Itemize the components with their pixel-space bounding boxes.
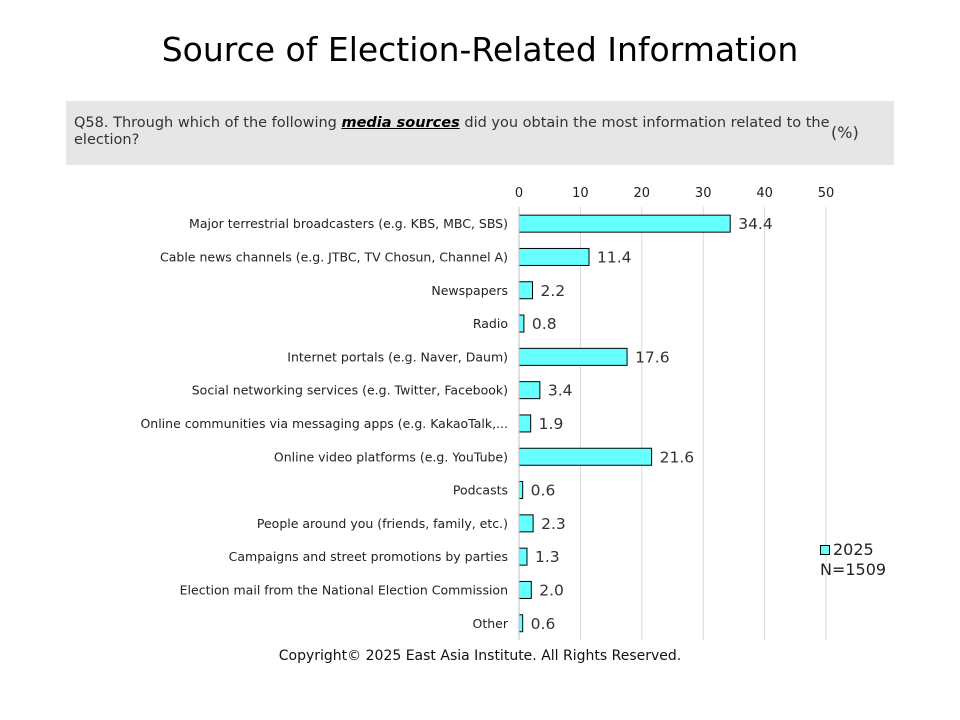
value-label: 17.6 xyxy=(635,348,670,366)
question-prefix: Q58. Through which of the following xyxy=(74,115,342,131)
x-tick-label: 20 xyxy=(634,186,651,201)
bar xyxy=(518,514,534,533)
bar xyxy=(518,347,628,366)
x-tick-label: 40 xyxy=(756,186,773,201)
bar xyxy=(518,414,532,433)
bar xyxy=(518,247,590,266)
value-label: 0.8 xyxy=(532,315,557,333)
value-label: 1.3 xyxy=(535,548,560,566)
value-label: 34.4 xyxy=(738,215,773,233)
question-emphasis: media sources xyxy=(341,115,460,131)
bar xyxy=(518,580,532,599)
value-label: 3.4 xyxy=(548,382,573,400)
question-text: Q58. Through which of the following medi… xyxy=(74,115,832,149)
legend-item: 2025 xyxy=(820,540,886,560)
value-label: 2.2 xyxy=(541,282,566,300)
value-label: 2.3 xyxy=(541,515,566,533)
value-label: 0.6 xyxy=(531,482,556,500)
x-tick-label: 50 xyxy=(818,186,835,201)
value-label: 21.6 xyxy=(660,448,695,466)
category-label: Newspapers xyxy=(431,283,508,298)
bar xyxy=(518,547,528,566)
bar xyxy=(518,481,524,500)
question-box: Q58. Through which of the following medi… xyxy=(66,101,894,165)
legend-series-label: 2025 xyxy=(833,540,874,559)
question-suffix: did you obtain the most information rela… xyxy=(74,115,830,148)
x-tick-label: 10 xyxy=(572,186,589,201)
bar xyxy=(518,281,534,300)
value-label: 2.0 xyxy=(539,581,564,599)
x-tick-label: 30 xyxy=(695,186,712,201)
category-label: People around you (friends, family, etc.… xyxy=(257,516,508,531)
category-label: Radio xyxy=(473,316,508,331)
value-label: 0.6 xyxy=(531,615,556,633)
unit-label: (%) xyxy=(831,123,859,142)
legend-sample-size: N=1509 xyxy=(820,560,887,579)
value-label: 1.9 xyxy=(539,415,564,433)
x-tick-label: 0 xyxy=(515,186,523,201)
category-label: Major terrestrial broadcasters (e.g. KBS… xyxy=(189,216,508,231)
category-label: Social networking services (e.g. Twitter… xyxy=(192,383,508,398)
value-label: 11.4 xyxy=(597,248,632,266)
bar xyxy=(518,614,524,633)
category-label: Cable news channels (e.g. JTBC, TV Chosu… xyxy=(160,249,508,264)
copyright-text: Copyright© 2025 East Asia Institute. All… xyxy=(278,648,682,664)
bar xyxy=(518,214,731,233)
category-label: Internet portals (e.g. Naver, Daum) xyxy=(287,349,508,364)
legend: 2025 N=1509 xyxy=(820,540,886,580)
category-label: Other xyxy=(473,616,509,631)
category-label: Election mail from the National Election… xyxy=(180,582,508,597)
category-label: Online communities via messaging apps (e… xyxy=(140,416,508,431)
bar xyxy=(518,381,541,400)
category-label: Podcasts xyxy=(453,483,508,498)
category-label: Campaigns and street promotions by parti… xyxy=(229,549,508,564)
bar xyxy=(518,314,525,333)
chart-title: Source of Election-Related Information xyxy=(161,30,799,69)
bar xyxy=(518,447,653,466)
legend-swatch xyxy=(820,544,830,555)
category-label: Online video platforms (e.g. YouTube) xyxy=(274,449,508,464)
